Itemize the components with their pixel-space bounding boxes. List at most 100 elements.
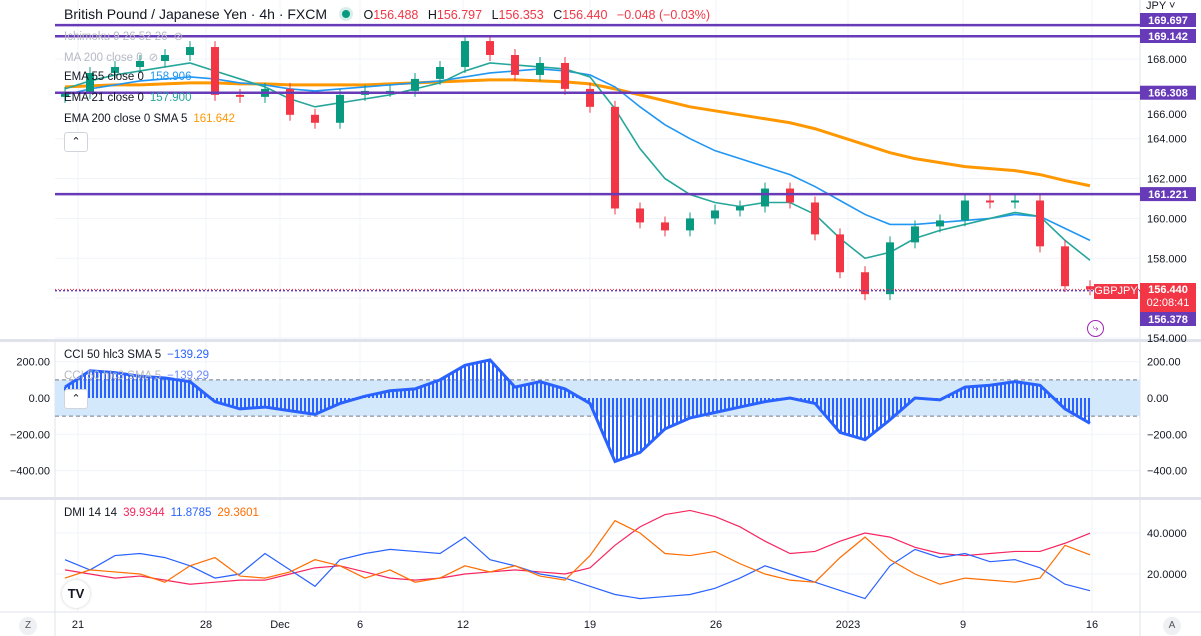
legend-ichimoku[interactable]: Ichimoku 9 26 52 26 ⊘ <box>64 31 184 43</box>
candle-body <box>336 94 344 123</box>
candle-body <box>486 41 494 56</box>
price-tick-label: 162.000 <box>1147 174 1187 186</box>
price-tick-label: 160.000 <box>1147 213 1187 225</box>
symbol-title[interactable]: British Pound / Japanese Yen · 4h · FXCM <box>64 6 328 22</box>
candle-body <box>461 41 469 67</box>
candle-body <box>61 92 69 97</box>
candle-body <box>161 55 169 61</box>
tradingview-logo[interactable]: TV <box>62 580 90 608</box>
legend-ema55[interactable]: EMA 55 close 0 158.906 <box>64 71 192 83</box>
dmi-line-di <box>64 519 1091 585</box>
pane-separator <box>0 497 1201 500</box>
last-price-label: 156.440 02:08:41 <box>1140 283 1196 312</box>
candle-body <box>811 202 819 235</box>
candle-body <box>736 206 744 211</box>
candle-body <box>936 220 944 227</box>
ohlc-values: O156.488 H156.797 L156.353 C156.440 −0.0… <box>363 8 711 22</box>
cci-tick-label-right: −200.00 <box>1147 429 1187 441</box>
eye-crossed-icon[interactable]: ⊘ <box>173 31 184 43</box>
candle-body <box>686 218 694 231</box>
candle-body <box>1036 200 1044 247</box>
candle-body <box>586 88 594 107</box>
level-price-label <box>1140 85 1196 100</box>
time-tick-label: Dec <box>270 619 290 631</box>
candle-body <box>236 94 244 97</box>
legend-ema200[interactable]: EMA 200 close 0 SMA 5 161.642 <box>64 113 235 125</box>
candle-body <box>136 60 144 67</box>
legend-ma200[interactable]: MA 200 close 0 ⊘ <box>64 52 159 64</box>
level-price-label-text: 156.378 <box>1148 314 1188 326</box>
time-tick-label: 21 <box>72 619 84 631</box>
chevron-up-icon[interactable]: ⌃ <box>64 389 88 409</box>
cci-tick-label-right: −400.00 <box>1147 466 1187 478</box>
auto-scale-button[interactable]: A <box>1163 617 1181 635</box>
cci-tick-label-right: 200.00 <box>1147 357 1181 369</box>
candle-body <box>561 62 569 89</box>
time-tick-label: 19 <box>584 619 596 631</box>
candle-body <box>861 272 869 295</box>
candle-body <box>911 226 919 243</box>
candle-body <box>611 106 619 209</box>
symbol-tag: GBPJPY <box>1094 284 1138 299</box>
dmi-line-adx <box>64 509 1091 585</box>
zoom-button[interactable]: Z <box>19 617 37 635</box>
candle-body <box>511 55 519 75</box>
candle-body <box>1086 286 1094 290</box>
time-tick-label: 2023 <box>836 619 860 631</box>
level-price-label-text: 169.697 <box>1148 15 1188 27</box>
candle-body <box>636 208 644 223</box>
ema-line <box>64 62 1091 261</box>
candle-body <box>286 88 294 115</box>
time-tick-label: 9 <box>960 619 966 631</box>
time-tick-label: 28 <box>200 619 212 631</box>
candle-body <box>386 90 394 92</box>
level-price-label-text: 166.308 <box>1148 88 1188 100</box>
level-price-label-text: 161.221 <box>1148 189 1188 201</box>
dmi-tick-label: 20.0000 <box>1147 569 1187 581</box>
legend-ema21[interactable]: EMA 21 close 0 157.900 <box>64 92 192 104</box>
candle-body <box>761 188 769 207</box>
legend-cci-2[interactable]: CCI 50 hlc3 SMA 5 −139.29 <box>64 370 210 382</box>
candle-body <box>1061 246 1069 287</box>
price-tick-label: 158.000 <box>1147 253 1187 265</box>
cci-tick-label-left: −200.00 <box>10 429 50 441</box>
chevron-up-icon[interactable]: ⌃ <box>64 132 88 152</box>
currency-selector[interactable]: JPY ˅ <box>1146 0 1176 12</box>
ema-line <box>64 78 1091 188</box>
time-tick-label: 26 <box>710 619 722 631</box>
eye-crossed-icon[interactable]: ⊘ <box>148 52 159 64</box>
candle-body <box>111 66 119 73</box>
main-legend: British Pound / Japanese Yen · 4h · FXCM… <box>64 6 722 22</box>
candle-body <box>836 234 844 273</box>
lightning-icon[interactable]: ⤷ <box>1087 320 1104 337</box>
legend-cci[interactable]: CCI 50 hlc3 SMA 5 −139.29 <box>64 349 210 361</box>
level-price-label-text: 169.142 <box>1148 31 1188 43</box>
cci-tick-label-left: 200.00 <box>16 357 50 369</box>
candle-body <box>961 200 969 221</box>
time-tick-label: 16 <box>1086 619 1098 631</box>
candle-body <box>311 114 319 123</box>
candle-body <box>86 72 94 93</box>
legend-dmi[interactable]: DMI 14 14 39.9344 11.8785 29.3601 <box>64 507 259 519</box>
cci-tick-label-left: 0.00 <box>29 393 50 405</box>
level-price-label <box>1140 13 1196 27</box>
candle-body <box>1011 200 1019 203</box>
level-price-label <box>1140 312 1196 326</box>
level-price-label <box>1140 29 1196 43</box>
level-price-label <box>1140 187 1196 202</box>
candle-body <box>436 66 444 79</box>
cci-tick-label-right: 0.00 <box>1147 393 1168 405</box>
candle-body <box>986 200 994 203</box>
price-tick-label: 166.000 <box>1147 109 1187 121</box>
candle-body <box>536 62 544 75</box>
dmi-line-di <box>64 536 1091 600</box>
price-tick-label: 168.000 <box>1147 54 1187 66</box>
time-tick-label: 6 <box>357 619 363 631</box>
cci-line <box>64 358 1091 464</box>
candle-body <box>661 222 669 231</box>
price-tick-label: 154.000 <box>1147 333 1187 345</box>
candle-body <box>411 78 419 91</box>
candle-body <box>711 210 719 219</box>
candle-body <box>886 242 894 295</box>
